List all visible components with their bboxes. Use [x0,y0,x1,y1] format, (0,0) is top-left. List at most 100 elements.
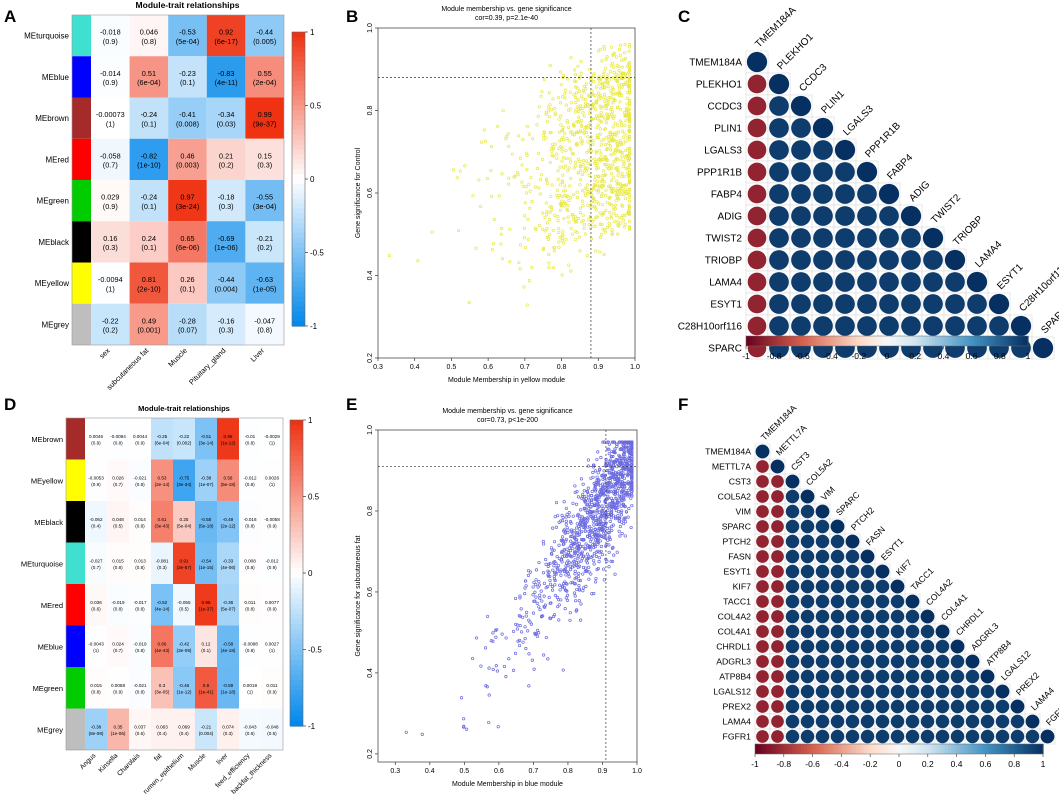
b-point [574,130,579,135]
b-point [609,89,613,93]
d-heat-cell [151,708,173,750]
c-legend-step [934,336,939,346]
e-point [589,476,593,480]
b-point [500,172,504,176]
d-cell-pvalue: (1e-12) [221,440,236,445]
b-point [574,79,578,84]
b-point [627,45,632,49]
b-point [603,85,607,89]
d-cell-pvalue: (0.9) [113,689,123,694]
d-row-label: MEblue [38,642,63,651]
f-corr-dot [815,684,830,699]
b-point [616,123,620,127]
f-corr-dot [1010,699,1025,714]
c-corr-dot [900,205,922,227]
b-point [575,141,579,145]
e-point [573,572,577,576]
e-point [601,567,606,571]
b-point [560,159,564,163]
d-legend-step [290,481,303,487]
b-point [623,225,627,229]
a-module-swatch [72,221,91,263]
a-legend-step [292,32,305,38]
f-corr-dot [771,595,784,608]
b-point [627,120,632,124]
b-point [576,105,580,109]
b-point [471,194,475,198]
b-point [557,146,561,151]
panel-b: B Module membership vs. gene significanc… [346,6,640,384]
f-corr-dot [815,594,830,609]
b-point [591,197,595,201]
e-point [590,489,594,494]
b-point [608,223,612,227]
a-legend-step [292,61,305,67]
a-module-swatch [72,262,91,304]
e-point [586,493,590,497]
c-legend-step [994,336,998,346]
c-legend-step [996,336,1001,346]
b-point [560,149,564,153]
a-cell-pvalue: (0.1) [141,202,156,211]
b-point [615,141,619,145]
b-point [605,147,609,151]
b-point [596,136,600,140]
e-point [544,557,548,562]
e-title: Module membership vs. gene significance [442,408,572,415]
b-point [610,172,614,176]
e-point [627,458,631,462]
b-xtick-label: 0.9 [593,364,603,371]
b-point [598,119,602,123]
b-point [562,216,566,221]
f-legend-step [956,744,961,754]
e-point [599,455,603,460]
b-point [603,95,607,100]
e-point [549,546,554,550]
b-point [563,131,567,135]
f-corr-dot [935,684,950,699]
d-heat-cell [107,708,129,750]
c-corr-dot [945,294,965,314]
e-point [609,475,614,479]
e-point [552,571,557,575]
f-legend-label: -0.2 [863,759,878,769]
b-point [587,222,591,227]
d-cell-pvalue: (1) [269,648,275,653]
d-cell-pvalue: (0.8) [245,523,255,528]
d-heat-cell [261,459,283,501]
b-point [594,85,599,89]
e-point [586,486,590,490]
b-point [518,156,522,160]
b-point [561,233,565,237]
e-point [589,548,593,552]
f-corr-dot [785,564,800,579]
f-corr-dot [815,519,830,534]
f-legend-step [818,744,822,754]
e-xtick-label: 0.4 [425,768,435,775]
b-point [617,91,621,95]
d-legend-step [290,511,303,518]
d-legend-step [290,430,303,436]
b-point [599,143,603,147]
b-point [620,58,624,62]
f-legend-step [933,744,938,754]
b-point [541,211,545,215]
e-point [569,534,573,539]
d-cell-pvalue: (4e-43) [155,648,170,653]
c-legend-step [771,336,775,346]
e-point [618,459,622,463]
d-cell-pvalue: (0.4) [179,731,189,736]
c-corr-dot [769,162,789,182]
d-cell-pvalue: (1e-06) [111,731,126,736]
d-heat-cell [107,418,129,460]
f-corr-dot [785,624,800,639]
e-point [630,469,634,473]
c-legend-step [903,336,908,346]
b-point [573,72,578,77]
b-point [611,136,615,140]
e-point [531,611,536,615]
c-legend-step [1013,336,1018,346]
f-corr-dot [830,549,845,564]
f-corr-dot [800,624,815,639]
b-point [598,235,603,240]
